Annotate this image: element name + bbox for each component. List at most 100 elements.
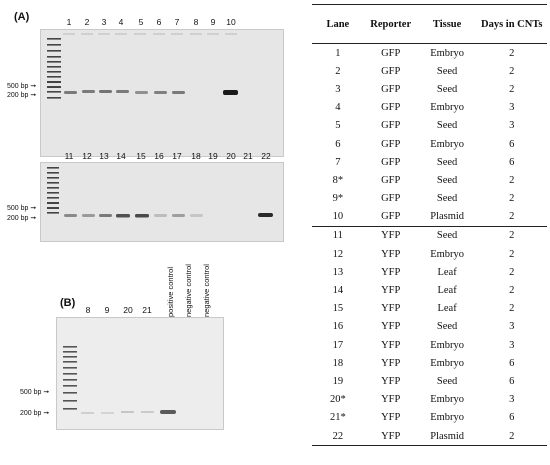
table-cell-tissue: Leaf xyxy=(437,285,457,297)
table-row: 14 YFP Leaf 2 xyxy=(312,281,547,299)
bp-200-label: 200 bp ➞ xyxy=(20,410,50,417)
lane-number: 4 xyxy=(118,17,124,27)
table-cell-tissue: Embryo xyxy=(430,138,465,150)
table-cell-tissue: Seed xyxy=(436,120,458,132)
table-body: 1 GFP Embryo 2 2 GFP Seed 2 3 GFP Seed 2 4 GFP Embryo 3… xyxy=(312,44,547,446)
lane-number: 2 xyxy=(84,17,90,27)
table-row: 5 GFP Seed 3 xyxy=(312,117,547,135)
table-cell-tissue: Embryo xyxy=(430,339,465,351)
table-cell-reporter: YFP xyxy=(381,285,401,297)
table-cell-days: 2 xyxy=(509,230,515,242)
table-cell-lane: 16 xyxy=(332,321,344,333)
table-cell-days: 6 xyxy=(509,156,515,168)
table-cell-days: 2 xyxy=(509,174,515,186)
table-cell-reporter: YFP xyxy=(381,412,401,424)
table-cell-tissue: Seed xyxy=(436,174,458,186)
table-cell-lane: 7 xyxy=(335,156,341,168)
table-cell-lane: 10 xyxy=(332,211,344,223)
lane-number: 10 xyxy=(226,17,236,27)
arrow-right-icon: ➞ xyxy=(30,92,37,99)
lane-number: 12 xyxy=(82,151,92,161)
table-cell-tissue: Embryo xyxy=(430,248,465,260)
table-cell-reporter: YFP xyxy=(381,266,401,278)
table-cell-reporter: GFP xyxy=(381,138,401,150)
sample-table: Lane Reporter Tissue Days in CNTs 1 GFP Em… xyxy=(312,4,547,446)
table-cell-tissue: Seed xyxy=(436,230,458,242)
table-row: 11 YFP Seed 2 xyxy=(312,226,547,245)
lane-number: 20 xyxy=(123,305,133,315)
table-cell-days: 2 xyxy=(509,65,515,77)
table-row: 15 YFP Leaf 2 xyxy=(312,300,547,318)
arrow-right-icon: ➞ xyxy=(43,410,50,417)
table-row: 9* GFP Seed 2 xyxy=(312,190,547,208)
gel-a1-bands xyxy=(47,33,238,99)
bp-500-label: 500 bp ➞ xyxy=(7,205,37,212)
table-row: 16 YFP Seed 3 xyxy=(312,318,547,336)
lane-number: 9 xyxy=(104,305,110,315)
table-cell-reporter: YFP xyxy=(381,375,401,387)
lane-number: 8 xyxy=(193,17,199,27)
table-row: 17 YFP Embryo 3 xyxy=(312,336,547,354)
table-cell-lane: 9* xyxy=(332,193,344,205)
table-cell-tissue: Seed xyxy=(436,65,458,77)
table-cell-reporter: GFP xyxy=(381,211,401,223)
table-cell-lane: 13 xyxy=(332,266,344,278)
table-cell-lane: 3 xyxy=(335,83,341,95)
table-row: 21* YFP Embryo 6 xyxy=(312,409,547,427)
table-cell-tissue: Seed xyxy=(436,321,458,333)
table-cell-days: 2 xyxy=(509,430,515,442)
arrow-right-icon: ➞ xyxy=(30,215,37,222)
lane-number: 5 xyxy=(138,17,144,27)
negative-control-label: negative control xyxy=(184,264,193,317)
lane-number: 20 xyxy=(226,151,236,161)
table-row: 19 YFP Seed 6 xyxy=(312,372,547,390)
table-row: 12 YFP Embryo 2 xyxy=(312,245,547,263)
table-cell-tissue: Seed xyxy=(436,83,458,95)
table-cell-lane: 21* xyxy=(329,412,346,424)
table-cell-tissue: Plasmid xyxy=(430,211,465,223)
lane-number: 15 xyxy=(136,151,146,161)
table-cell-days: 2 xyxy=(509,303,515,315)
table-row: 20* YFP Embryo 3 xyxy=(312,391,547,409)
table-cell-lane: 12 xyxy=(332,248,344,260)
table-cell-lane: 1 xyxy=(335,47,341,59)
table-cell-tissue: Plasmid xyxy=(430,430,465,442)
table-cell-reporter: YFP xyxy=(381,321,401,333)
lane-number: 9 xyxy=(210,17,216,27)
table-cell-reporter: YFP xyxy=(381,394,401,406)
table-cell-tissue: Embryo xyxy=(430,394,465,406)
bp-200-label: 200 bp ➞ xyxy=(7,215,37,222)
table-cell-lane: 6 xyxy=(335,138,341,150)
table-cell-reporter: GFP xyxy=(381,47,401,59)
table-cell-days: 2 xyxy=(509,248,515,260)
negative-control-label: negative control xyxy=(202,264,211,317)
table-row: 7 GFP Seed 6 xyxy=(312,153,547,171)
table-cell-reporter: YFP xyxy=(381,357,401,369)
panel-b-label: (B) xyxy=(60,297,76,309)
table-row: 13 YFP Leaf 2 xyxy=(312,263,547,281)
lane-number: 14 xyxy=(116,151,126,161)
bp-200-label: 200 bp ➞ xyxy=(7,92,37,99)
table-cell-lane: 14 xyxy=(332,285,344,297)
lane-number: 16 xyxy=(154,151,164,161)
table-cell-lane: 22 xyxy=(332,430,344,442)
table-cell-reporter: YFP xyxy=(381,303,401,315)
table-cell-lane: 5 xyxy=(335,120,341,132)
lane-number: 21 xyxy=(142,305,152,315)
table-cell-reporter: YFP xyxy=(381,230,401,242)
table-cell-tissue: Seed xyxy=(436,193,458,205)
table-cell-lane: 19 xyxy=(332,375,344,387)
panel-a-label: (A) xyxy=(14,11,30,23)
table-row: 3 GFP Seed 2 xyxy=(312,80,547,98)
table-cell-days: 6 xyxy=(509,357,515,369)
table-cell-days: 3 xyxy=(509,102,515,114)
lane-number: 11 xyxy=(64,151,74,161)
table-cell-days: 3 xyxy=(509,321,515,333)
arrow-right-icon: ➞ xyxy=(30,205,37,212)
table-cell-reporter: GFP xyxy=(381,193,401,205)
table-cell-days: 3 xyxy=(509,339,515,351)
arrow-right-icon: ➞ xyxy=(30,83,37,90)
positive-control-label: positive control xyxy=(166,266,175,317)
table-cell-lane: 18 xyxy=(332,357,344,369)
table-cell-tissue: Embryo xyxy=(430,412,465,424)
